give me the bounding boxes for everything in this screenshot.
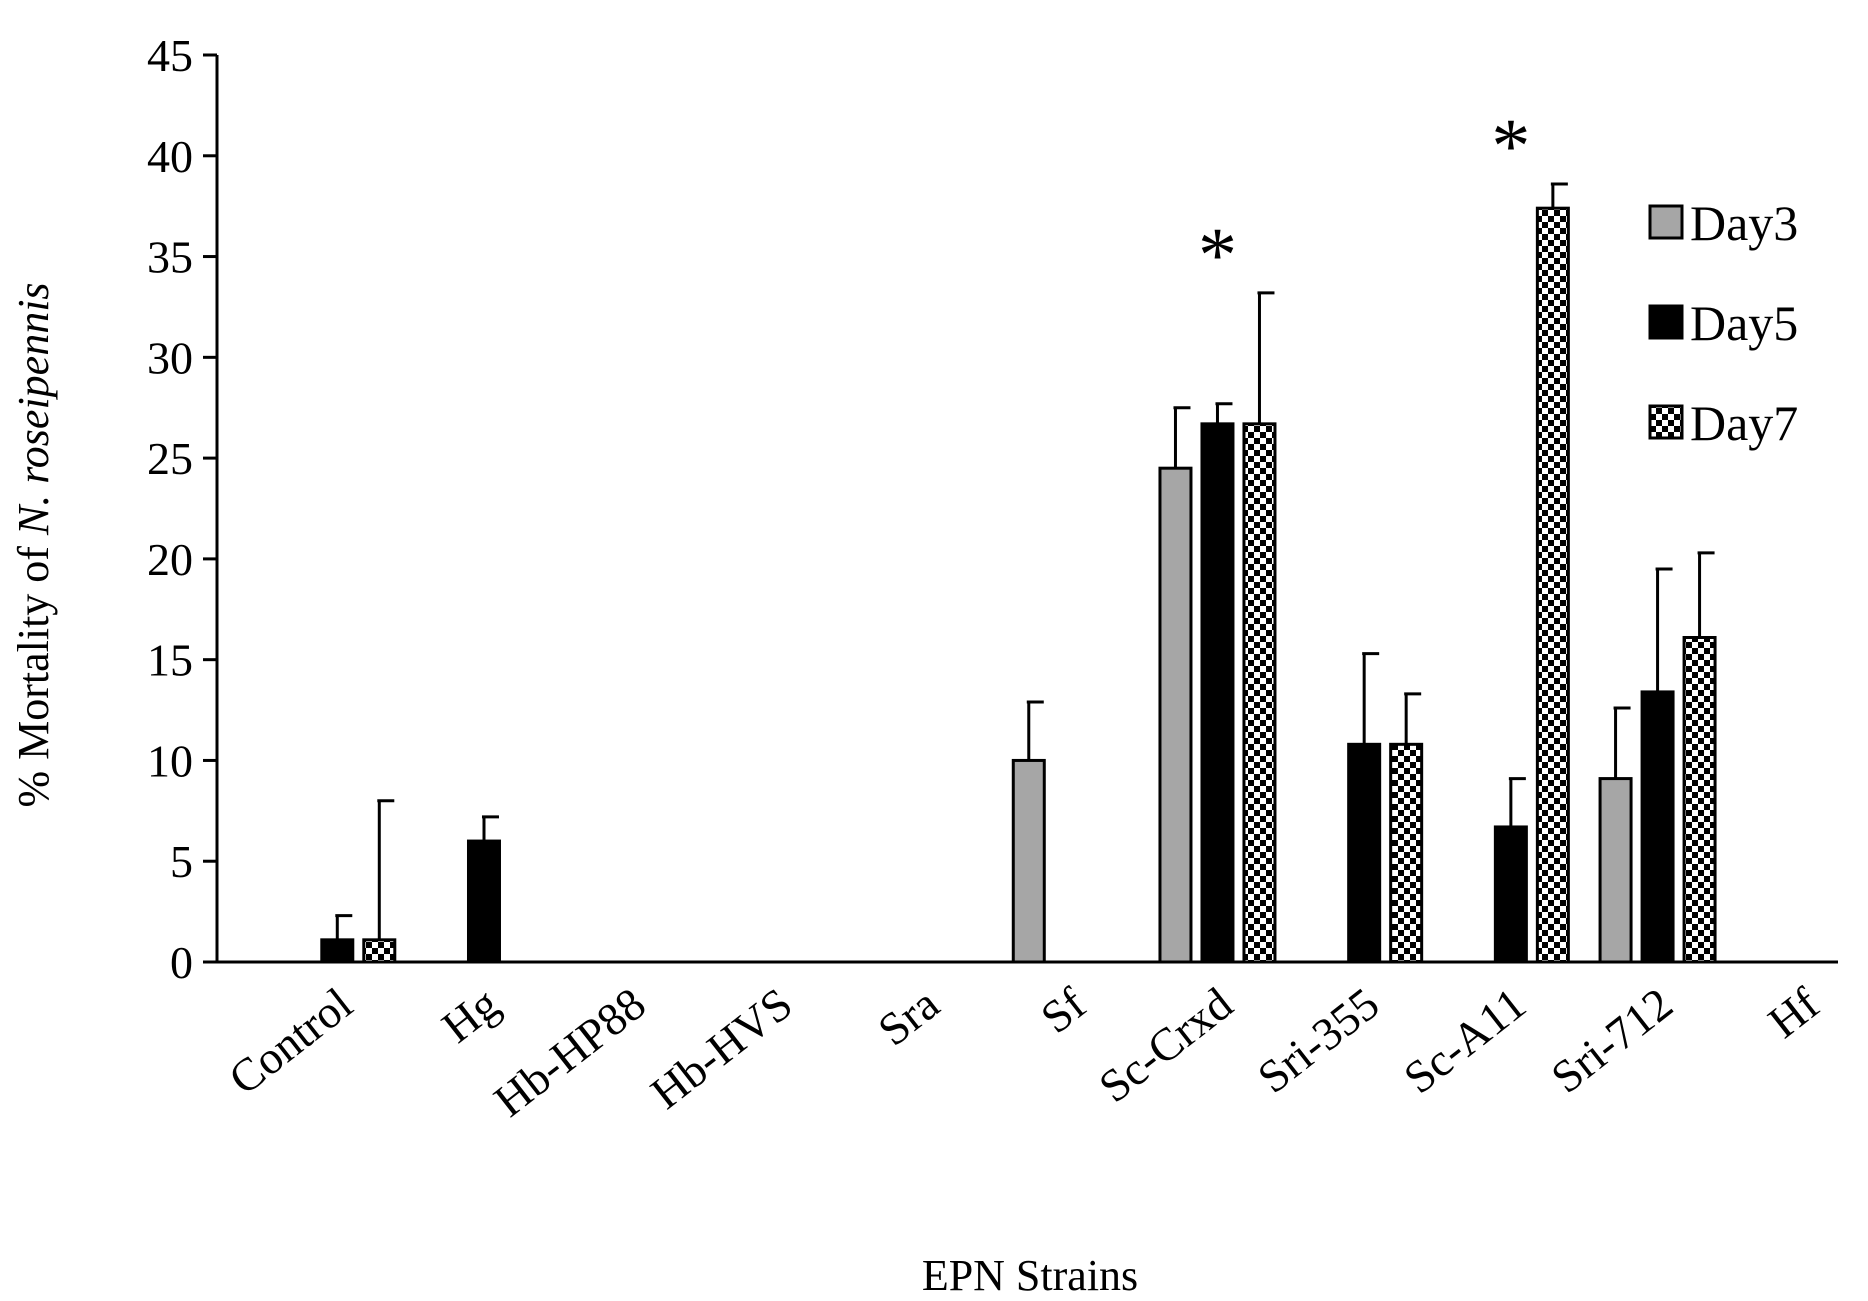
bar-day5-sri-355 xyxy=(1347,742,1382,964)
legend-label-day7: Day7 xyxy=(1690,395,1798,451)
bar-day7-sc-crxd xyxy=(1242,422,1277,964)
bar-day5-sri-712 xyxy=(1640,690,1675,964)
bar-day5-control xyxy=(320,938,355,964)
bar-day5-sc-crxd xyxy=(1200,422,1235,964)
x-category-label: Sc-A11 xyxy=(1394,978,1535,1104)
x-category-label: Sra xyxy=(869,978,949,1056)
y-tick-label: 35 xyxy=(147,232,193,283)
x-category-label: Sf xyxy=(1031,977,1095,1043)
x-category-label: Control xyxy=(219,978,361,1105)
x-category-label: Sc-Crxd xyxy=(1089,978,1241,1113)
bar-day3-sf xyxy=(1011,758,1046,964)
y-tick-label: 10 xyxy=(147,735,193,786)
x-category-label: Hg xyxy=(432,978,508,1053)
bar-day7-sc-a11 xyxy=(1535,206,1570,964)
y-tick-label: 45 xyxy=(147,30,193,81)
bar-series xyxy=(320,206,1717,964)
significance-markers: ** xyxy=(1198,102,1530,298)
y-tick-label: 15 xyxy=(147,635,193,686)
svg-text:% Mortality of N. roseipennis: % Mortality of N. roseipennis xyxy=(9,282,58,807)
legend-label-day3: Day3 xyxy=(1690,195,1798,251)
error-bars xyxy=(335,182,1715,940)
y-axis-title-prefix: % Mortality of xyxy=(9,535,58,808)
significance-asterisk: * xyxy=(1198,211,1237,298)
x-axis-title: EPN Strains xyxy=(922,1251,1138,1300)
y-tick-label: 0 xyxy=(170,937,193,988)
y-tick-label: 20 xyxy=(147,534,193,585)
y-tick-label: 5 xyxy=(170,836,193,887)
legend-label-day5: Day5 xyxy=(1690,295,1798,351)
x-category-label: Hb-HP88 xyxy=(484,978,654,1127)
bar-day5-sc-a11 xyxy=(1493,825,1528,964)
y-axis-title-species: N. roseipennis xyxy=(9,282,58,536)
y-axis-title: % Mortality of N. roseipennis xyxy=(9,282,58,807)
legend: Day3 Day5 Day7 xyxy=(1648,195,1798,451)
y-tick-label: 30 xyxy=(147,332,193,383)
y-tick-label: 25 xyxy=(147,433,193,484)
legend-swatch-day7 xyxy=(1648,404,1684,440)
bar-day7-control xyxy=(362,938,397,964)
bar-day7-sri-355 xyxy=(1389,742,1424,964)
y-axis-ticks: 0 5 10 15 20 25 30 35 40 45 xyxy=(147,30,217,988)
x-category-label: Sri-355 xyxy=(1248,978,1388,1103)
legend-swatch-day3 xyxy=(1648,204,1684,240)
x-category-label: Hf xyxy=(1759,977,1829,1047)
bar-day5-hg xyxy=(466,839,501,964)
legend-swatch-day5 xyxy=(1648,304,1684,340)
bar-day3-sri-712 xyxy=(1598,777,1633,964)
x-category-label: Sri-712 xyxy=(1542,978,1682,1103)
x-category-label: Hb-HVS xyxy=(641,978,801,1119)
bar-day3-sc-crxd xyxy=(1158,466,1193,964)
y-tick-label: 40 xyxy=(147,131,193,182)
bar-day7-sri-712 xyxy=(1682,635,1717,964)
significance-asterisk: * xyxy=(1491,102,1530,189)
